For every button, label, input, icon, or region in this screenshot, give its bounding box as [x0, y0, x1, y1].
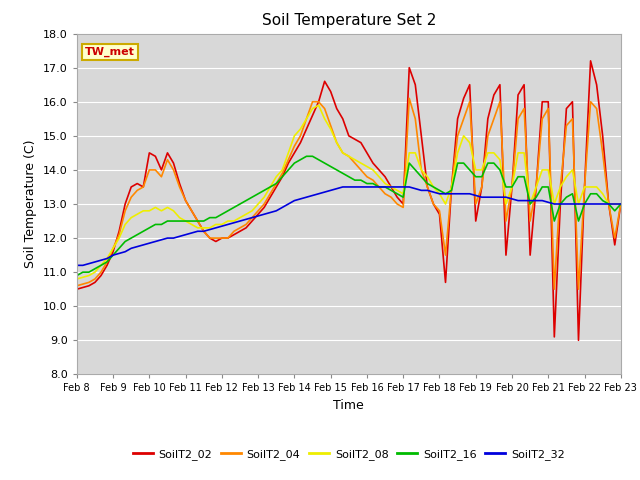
SoilT2_04 [550, 286, 558, 292]
SoilT2_04 [73, 283, 81, 288]
SoilT2_32 [617, 201, 625, 207]
Title: Soil Temperature Set 2: Soil Temperature Set 2 [262, 13, 436, 28]
SoilT2_08 [611, 201, 619, 207]
SoilT2_08 [140, 208, 147, 214]
SoilT2_04 [617, 201, 625, 207]
SoilT2_02 [617, 201, 625, 207]
SoilT2_32 [611, 201, 619, 207]
SoilT2_16 [617, 201, 625, 207]
SoilT2_16 [611, 208, 619, 214]
SoilT2_32 [140, 242, 147, 248]
SoilT2_08 [315, 102, 323, 108]
SoilT2_02 [140, 184, 147, 190]
SoilT2_04 [611, 235, 619, 241]
SoilT2_16 [200, 218, 207, 224]
SoilT2_08 [212, 222, 220, 228]
SoilT2_08 [73, 276, 81, 282]
SoilT2_16 [73, 273, 81, 278]
Line: SoilT2_08: SoilT2_08 [77, 105, 621, 279]
SoilT2_02 [532, 184, 540, 190]
SoilT2_32 [538, 198, 546, 204]
Text: TW_met: TW_met [85, 47, 135, 58]
SoilT2_02 [387, 184, 395, 190]
SoilT2_04 [212, 235, 220, 241]
SoilT2_04 [387, 194, 395, 200]
SoilT2_16 [538, 184, 546, 190]
X-axis label: Time: Time [333, 399, 364, 412]
Legend: SoilT2_02, SoilT2_04, SoilT2_08, SoilT2_16, SoilT2_32: SoilT2_02, SoilT2_04, SoilT2_08, SoilT2_… [129, 444, 569, 464]
Line: SoilT2_32: SoilT2_32 [77, 187, 621, 265]
Line: SoilT2_16: SoilT2_16 [77, 156, 621, 276]
SoilT2_32 [200, 228, 207, 234]
SoilT2_04 [200, 228, 207, 234]
SoilT2_02 [73, 286, 81, 292]
SoilT2_02 [575, 337, 582, 343]
SoilT2_04 [405, 96, 413, 101]
SoilT2_04 [140, 184, 147, 190]
SoilT2_08 [200, 225, 207, 231]
SoilT2_16 [140, 228, 147, 234]
Y-axis label: Soil Temperature (C): Soil Temperature (C) [24, 140, 38, 268]
SoilT2_08 [605, 201, 612, 207]
SoilT2_16 [605, 201, 612, 207]
SoilT2_16 [212, 215, 220, 220]
SoilT2_02 [212, 239, 220, 244]
SoilT2_32 [605, 201, 612, 207]
SoilT2_02 [587, 58, 595, 64]
Line: SoilT2_02: SoilT2_02 [77, 61, 621, 340]
Line: SoilT2_04: SoilT2_04 [77, 98, 621, 289]
SoilT2_04 [538, 116, 546, 121]
SoilT2_08 [538, 167, 546, 173]
SoilT2_32 [339, 184, 347, 190]
SoilT2_02 [200, 228, 207, 234]
SoilT2_16 [303, 154, 310, 159]
SoilT2_02 [611, 242, 619, 248]
SoilT2_32 [212, 225, 220, 231]
SoilT2_32 [73, 263, 81, 268]
SoilT2_08 [617, 201, 625, 207]
